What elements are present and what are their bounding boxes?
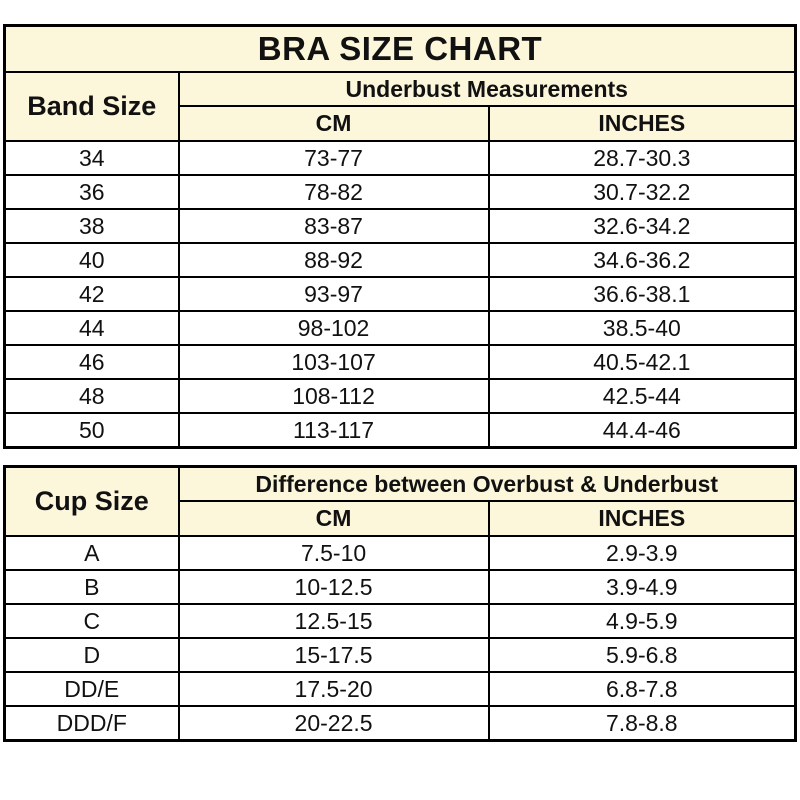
unit-header-row: CM INCHES [5,105,797,142]
cell-inches: 42.5-44 [487,378,797,414]
cell-cup-size: A [3,535,180,571]
cell-cm: 108-112 [177,378,490,414]
table-row: DD/E 17.5-20 6.8-7.8 [3,671,797,707]
difference-header: Difference between Overbust & Underbust [177,465,797,502]
cell-cup-size: B [3,569,180,605]
cell-cm: 7.5-10 [177,535,490,571]
cell-cup-size: DDD/F [3,705,180,742]
chart-title: BRA SIZE CHART [3,24,797,73]
cell-band-size: 40 [3,242,180,278]
cell-inches: 36.6-38.1 [487,276,797,312]
inches-header: INCHES [487,500,797,537]
table-row: 50 113-117 44.4-46 [3,412,797,449]
table-row: 40 88-92 34.6-36.2 [3,242,797,278]
cell-cup-size: DD/E [3,671,180,707]
cell-inches: 4.9-5.9 [487,603,797,639]
cell-cup-size: C [3,603,180,639]
cell-cm: 20-22.5 [177,705,490,742]
table-row: DDD/F 20-22.5 7.8-8.8 [3,705,797,742]
cell-cm: 12.5-15 [177,603,490,639]
cell-cm: 88-92 [177,242,490,278]
table-row: 44 98-102 38.5-40 [3,310,797,346]
group-header-row: Cup Size Difference between Overbust & U… [3,465,797,537]
cell-inches: 40.5-42.1 [487,344,797,380]
cell-cm: 15-17.5 [177,637,490,673]
cell-inches: 38.5-40 [487,310,797,346]
cell-band-size: 42 [3,276,180,312]
cup-size-header: Cup Size [3,465,180,537]
table-row: 38 83-87 32.6-34.2 [3,208,797,244]
cell-cm: 17.5-20 [177,671,490,707]
cell-cup-size: D [3,637,180,673]
table-row: A 7.5-10 2.9-3.9 [3,535,797,571]
group-header-row: Band Size Underbust Measurements [3,71,797,142]
cell-cm: 73-77 [177,140,490,176]
cell-inches: 5.9-6.8 [487,637,797,673]
cell-band-size: 48 [3,378,180,414]
cell-band-size: 34 [3,140,180,176]
table-row: C 12.5-15 4.9-5.9 [3,603,797,639]
cell-band-size: 38 [3,208,180,244]
table-row: 42 93-97 36.6-38.1 [3,276,797,312]
cell-cm: 98-102 [177,310,490,346]
underbust-measurements-header: Underbust Measurements [177,71,797,107]
band-size-table: BRA SIZE CHART Band Size Underbust Measu… [3,24,797,449]
cell-inches: 6.8-7.8 [487,671,797,707]
table-row: 46 103-107 40.5-42.1 [3,344,797,380]
title-row: BRA SIZE CHART [3,24,797,73]
band-size-header: Band Size [3,71,180,142]
cell-band-size: 50 [3,412,180,449]
cell-cm: 78-82 [177,174,490,210]
cell-cm: 113-117 [177,412,490,449]
cm-header: CM [177,500,490,537]
table-row: D 15-17.5 5.9-6.8 [3,637,797,673]
cell-band-size: 36 [3,174,180,210]
cell-inches: 28.7-30.3 [487,140,797,176]
cell-cm: 103-107 [177,344,490,380]
cell-cm: 10-12.5 [177,569,490,605]
cup-size-table: Cup Size Difference between Overbust & U… [3,465,797,742]
cell-inches: 34.6-36.2 [487,242,797,278]
cell-inches: 44.4-46 [487,412,797,449]
cell-band-size: 46 [3,344,180,380]
cell-cm: 83-87 [177,208,490,244]
cell-band-size: 44 [3,310,180,346]
table-row: 36 78-82 30.7-32.2 [3,174,797,210]
cm-header: CM [177,105,490,142]
cell-inches: 2.9-3.9 [487,535,797,571]
table-row: 48 108-112 42.5-44 [3,378,797,414]
inches-header: INCHES [487,105,797,142]
cell-cm: 93-97 [177,276,490,312]
table-row: 34 73-77 28.7-30.3 [3,140,797,176]
cell-inches: 30.7-32.2 [487,174,797,210]
cell-inches: 32.6-34.2 [487,208,797,244]
unit-header-row: CM INCHES [5,500,797,537]
table-row: B 10-12.5 3.9-4.9 [3,569,797,605]
cell-inches: 3.9-4.9 [487,569,797,605]
cell-inches: 7.8-8.8 [487,705,797,742]
